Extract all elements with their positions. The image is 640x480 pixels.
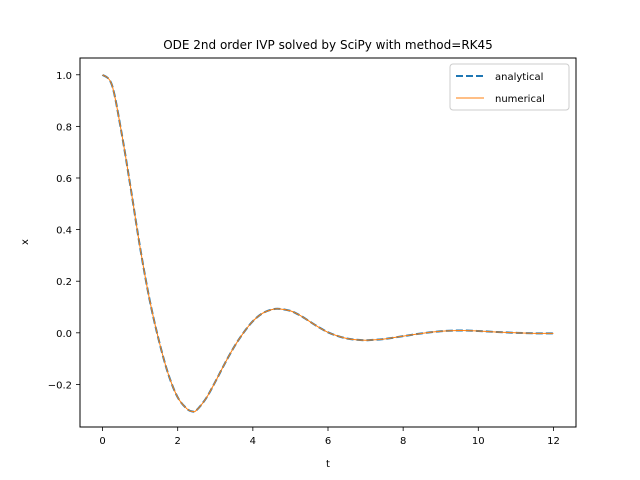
y-tick-label: 0.2 [56, 277, 72, 288]
axes-frame [79, 57, 577, 428]
legend-label-analytical: analytical [495, 72, 543, 83]
y-tick-label: 0.8 [56, 122, 72, 133]
y-tick-label: 1.0 [56, 71, 72, 82]
y-tick-label: 0.4 [56, 226, 72, 237]
x-tick-label: 12 [547, 436, 560, 447]
y-axis-label: x [20, 239, 31, 245]
series-line-numerical [102, 74, 554, 413]
x-tick-label: 8 [400, 436, 406, 447]
x-tick-label: 6 [325, 436, 331, 447]
x-tick-label: 2 [175, 436, 181, 447]
axis-ticks: 0 2 4 6 8 10 12 −0.2 0.0 0.2 0.4 0.6 0.8 1.0 [48, 71, 560, 447]
x-tick-label: 0 [99, 436, 105, 447]
chart-title: ODE 2nd order IVP solved by SciPy with m… [163, 38, 493, 52]
x-tick-label: 10 [472, 436, 485, 447]
x-axis-label: t [326, 459, 330, 470]
legend-label-numerical: numerical [495, 94, 545, 105]
y-tick-label: 0.0 [56, 329, 72, 340]
y-tick-label: 0.6 [56, 174, 72, 185]
plot-area [101, 73, 554, 413]
y-tick-label: −0.2 [48, 380, 72, 391]
legend: analytical numerical [449, 63, 570, 111]
x-tick-label: 4 [250, 436, 256, 447]
